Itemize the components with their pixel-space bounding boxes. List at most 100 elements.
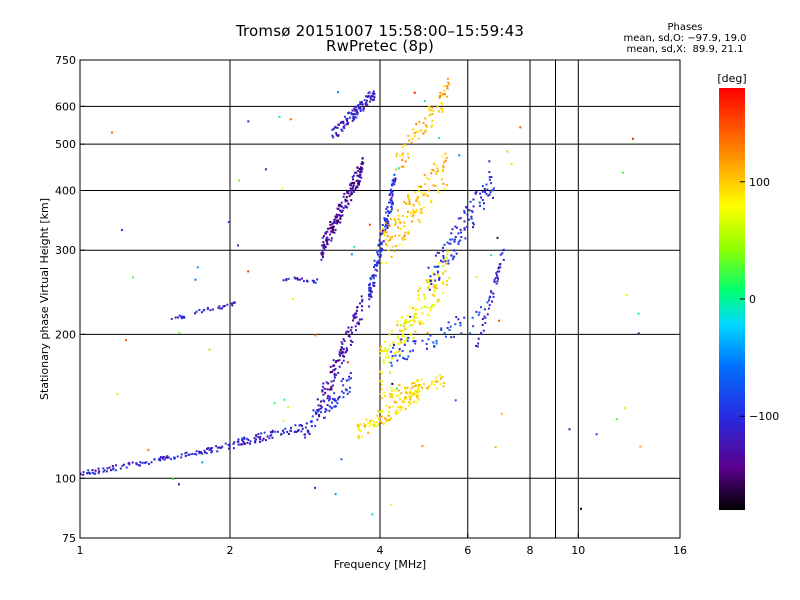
data-point <box>331 134 334 137</box>
data-point <box>210 451 213 454</box>
data-point <box>376 251 379 254</box>
data-point <box>120 229 123 231</box>
data-point <box>349 329 352 332</box>
data-point <box>93 472 96 475</box>
data-point <box>428 385 431 388</box>
data-point <box>222 305 225 308</box>
data-point <box>233 441 236 444</box>
data-point <box>342 338 345 341</box>
data-point <box>194 278 197 281</box>
data-point <box>390 386 393 389</box>
data-point <box>360 170 363 173</box>
data-point <box>408 392 411 395</box>
data-point <box>440 327 443 330</box>
data-point <box>352 190 355 193</box>
data-point <box>470 209 473 212</box>
data-point <box>434 184 437 187</box>
data-point <box>472 205 475 208</box>
data-point <box>324 408 327 410</box>
data-point <box>319 404 322 407</box>
data-point <box>416 379 419 382</box>
data-point <box>413 135 416 138</box>
data-point <box>111 468 114 471</box>
data-point <box>391 194 394 197</box>
data-point <box>426 126 428 129</box>
data-point <box>390 503 393 506</box>
data-point <box>389 350 392 353</box>
data-point <box>336 359 339 362</box>
data-point <box>260 432 263 435</box>
data-point <box>391 395 394 397</box>
data-point <box>436 270 439 273</box>
data-point <box>350 191 353 194</box>
data-point <box>255 434 258 437</box>
data-point <box>343 124 346 127</box>
data-point <box>389 191 392 194</box>
data-point <box>404 408 407 410</box>
data-point <box>417 394 420 397</box>
data-point <box>301 277 303 280</box>
data-point <box>386 419 389 422</box>
data-point <box>322 246 325 248</box>
data-point <box>230 302 233 305</box>
data-point <box>355 309 358 312</box>
data-point <box>345 118 348 121</box>
data-point <box>408 395 411 398</box>
data-point <box>106 467 109 470</box>
data-point <box>237 438 240 441</box>
data-point <box>363 107 365 110</box>
data-point <box>381 388 384 391</box>
data-point <box>445 156 448 159</box>
data-point <box>180 315 183 318</box>
data-point <box>447 277 450 280</box>
data-point <box>206 447 208 450</box>
data-point <box>354 106 357 109</box>
data-point <box>450 254 453 257</box>
data-point <box>421 444 424 447</box>
data-point <box>285 278 288 281</box>
data-point <box>304 436 307 439</box>
data-point <box>359 423 362 426</box>
data-point <box>191 453 194 455</box>
data-point <box>401 400 404 403</box>
data-point <box>442 259 445 262</box>
data-point <box>431 293 434 296</box>
data-point <box>341 362 343 365</box>
data-point <box>417 218 420 221</box>
data-point <box>376 414 379 417</box>
data-point <box>424 117 427 120</box>
data-point <box>472 226 474 229</box>
data-point <box>396 406 399 409</box>
data-point <box>318 408 321 411</box>
data-point <box>373 423 376 426</box>
data-point <box>407 336 410 339</box>
data-point <box>410 333 413 336</box>
data-point <box>108 466 111 469</box>
data-point <box>289 429 292 432</box>
data-point <box>357 179 359 182</box>
data-point <box>350 184 353 187</box>
data-point <box>349 116 352 119</box>
data-point <box>320 252 323 254</box>
data-point <box>343 115 346 118</box>
data-point <box>386 227 389 229</box>
data-point <box>315 412 318 415</box>
data-point <box>477 313 480 316</box>
data-point <box>343 339 346 342</box>
data-point <box>396 351 399 354</box>
data-point <box>384 228 387 231</box>
data-point <box>145 461 148 464</box>
data-point <box>358 167 361 170</box>
data-point <box>431 106 434 109</box>
data-point <box>393 250 396 253</box>
data-point <box>355 116 358 119</box>
data-point <box>639 445 642 448</box>
data-point <box>358 323 360 326</box>
data-point <box>484 321 487 324</box>
data-point <box>333 364 336 367</box>
x-tick-label: 8 <box>527 544 534 557</box>
data-point <box>337 123 340 126</box>
data-point <box>390 208 393 211</box>
data-point <box>380 411 383 414</box>
data-point <box>359 101 362 104</box>
